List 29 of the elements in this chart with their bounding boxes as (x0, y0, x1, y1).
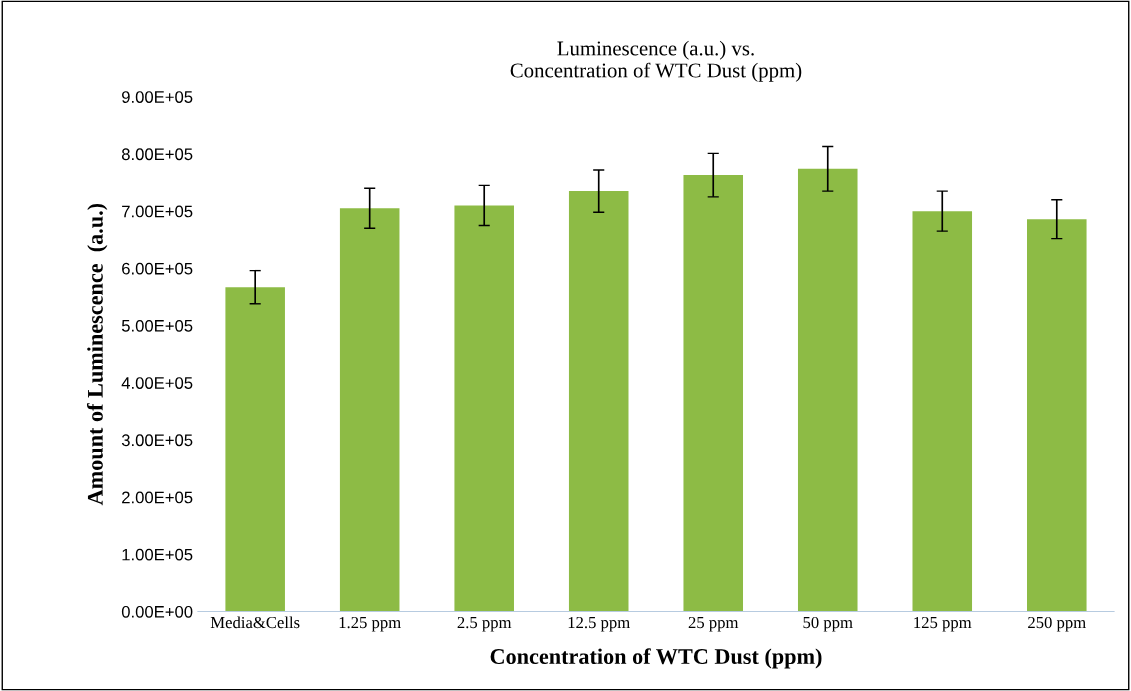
x-tick-label: 12.5 ppm (568, 616, 630, 632)
bar (454, 205, 514, 612)
y-tick-label: 7.00E+05 (122, 205, 193, 218)
x-tick-label: 2.5 ppm (457, 616, 512, 632)
y-tick-label: 9.00E+05 (122, 91, 193, 103)
bar (912, 211, 973, 612)
y-tick-label: 0.00E+00 (121, 605, 193, 618)
x-axis-title: Concentration of WTC Dust (ppm) (490, 648, 822, 669)
x-tick-label: 125 ppm (914, 616, 972, 632)
x-tick-label: 250 ppm (1028, 616, 1086, 632)
bar (568, 191, 629, 612)
y-axis-title: Amount of Luminescence (a.u.) (86, 203, 108, 506)
bar (1027, 219, 1087, 612)
y-tick-label: 8.00E+05 (121, 148, 193, 161)
y-tick-label: 3.00E+05 (121, 434, 193, 447)
bar (683, 175, 744, 612)
y-tick-label: 1.00E+05 (122, 548, 193, 561)
x-tick-label: Media&Cells (210, 616, 300, 629)
x-tick-label: 1.25 ppm (339, 616, 401, 632)
y-tick-label: 5.00E+05 (121, 319, 193, 332)
bar (225, 287, 285, 612)
y-tick-label: 4.00E+05 (121, 377, 193, 389)
x-tick-label: 50 ppm (803, 616, 853, 632)
x-tick-label: 25 ppm (688, 616, 739, 632)
y-tick-label: 2.00E+05 (122, 491, 193, 504)
bar (797, 168, 858, 612)
y-tick-label: 6.00E+05 (122, 262, 193, 275)
chart-title: Luminescence (a.u.) vs. Concentration of WTC Dust (ppm) (510, 40, 802, 82)
bar (339, 208, 400, 612)
